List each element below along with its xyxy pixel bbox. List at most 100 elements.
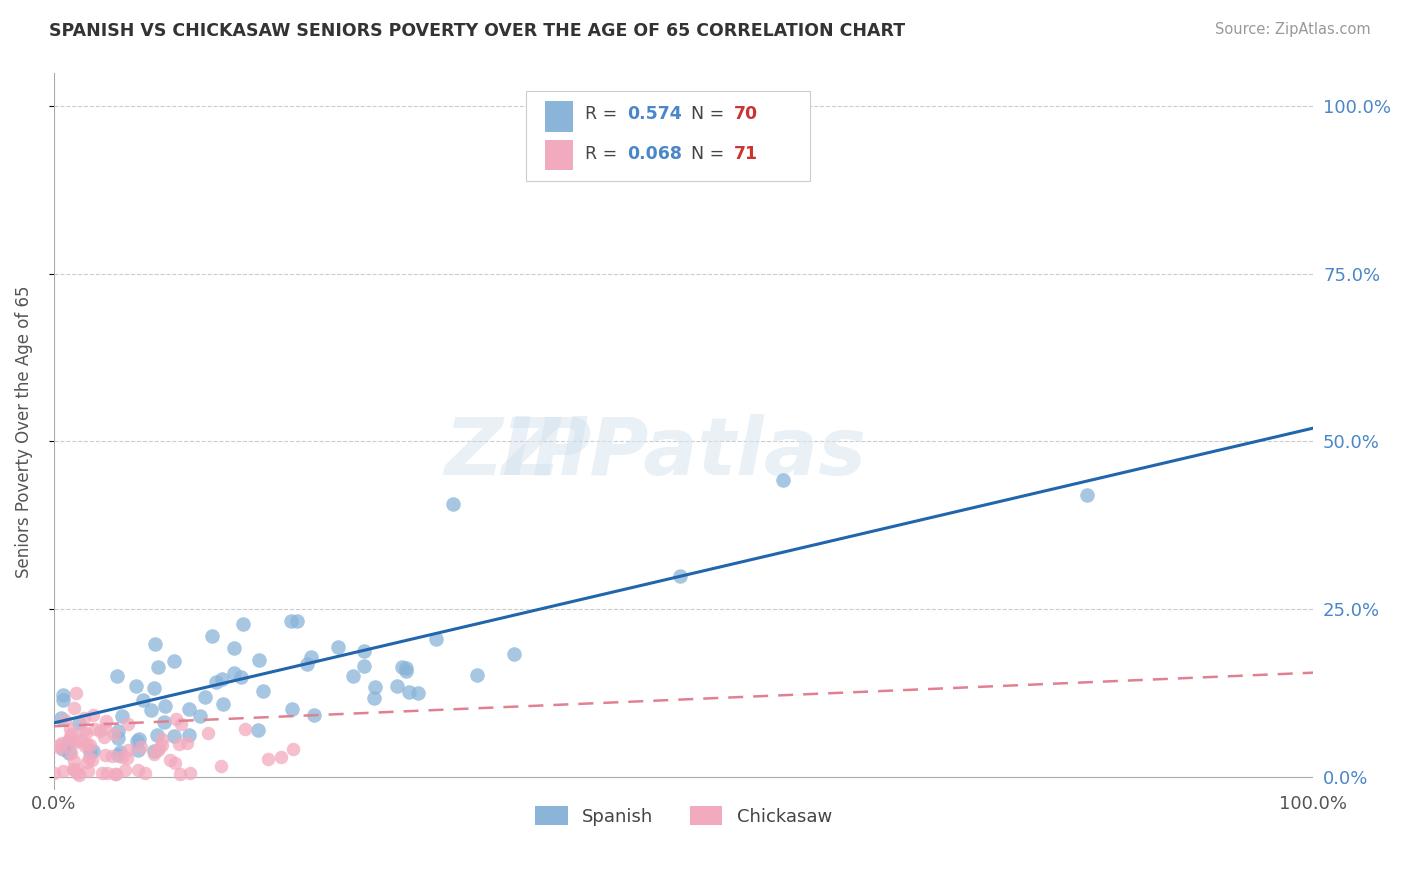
Point [75,726,97,740]
Point [44,766,66,780]
Point [233,723,256,737]
Point [353,659,375,673]
Point [280,614,302,628]
Point [49,741,72,756]
Point [65,735,87,749]
Point [89,723,111,738]
Point [52,742,75,756]
Point [391,660,413,674]
Point [441,497,464,511]
Text: SPANISH VS CHICKASAW SENIORS POVERTY OVER THE AGE OF 65 CORRELATION CHART: SPANISH VS CHICKASAW SENIORS POVERTY OVE… [49,22,905,40]
Point [170,717,193,731]
Point [76,737,98,751]
Point [249,653,271,667]
Point [297,657,319,671]
Point [82,707,104,722]
Point [281,702,304,716]
Point [115,751,138,765]
Point [326,640,349,654]
Point [108,745,131,759]
FancyBboxPatch shape [526,91,810,180]
Point [229,670,252,684]
FancyBboxPatch shape [546,102,572,132]
Point [232,617,254,632]
Point [93,721,115,735]
Point [52,688,75,702]
Point [77,764,100,778]
Point [77,751,100,765]
Text: ZIP: ZIP [444,414,591,492]
Point [127,763,149,777]
Point [49,711,72,725]
Point [179,702,201,716]
Point [1076,488,1098,502]
Point [132,693,155,707]
Point [79,745,101,759]
Point [60,746,83,760]
Point [63,754,86,768]
Point [67,767,90,781]
Point [143,744,166,758]
Point [60,727,83,741]
Point [163,756,186,770]
Point [83,722,105,736]
Point [62,763,84,777]
Point [188,708,211,723]
Point [125,733,148,747]
Point [287,614,309,628]
Point [252,684,274,698]
Point [117,743,139,757]
Point [247,723,270,738]
Point [143,681,166,696]
Point [105,767,128,781]
Point [669,568,692,582]
Point [96,765,118,780]
Point [395,664,418,678]
Point [270,750,292,764]
Point [153,698,176,713]
Point [204,674,226,689]
Text: N =: N = [679,105,730,123]
Text: 70: 70 [734,105,758,123]
Point [94,747,117,762]
Point [177,728,200,742]
Point [142,747,165,761]
Point [353,644,375,658]
Point [179,766,201,780]
FancyBboxPatch shape [546,140,572,170]
Point [75,739,97,753]
Y-axis label: Seniors Poverty Over the Age of 65: Seniors Poverty Over the Age of 65 [15,285,32,578]
Point [363,680,385,694]
Point [107,724,129,739]
Text: ZIPatlas: ZIPatlas [501,414,866,492]
Point [398,685,420,699]
Point [201,629,224,643]
Point [114,764,136,778]
Point [146,660,169,674]
Text: 0.574: 0.574 [627,105,682,123]
Point [117,717,139,731]
Point [342,669,364,683]
Point [165,712,187,726]
Point [103,727,125,741]
Point [111,709,134,723]
Point [222,666,245,681]
Point [127,743,149,757]
Point [93,730,115,744]
Point [502,648,524,662]
Point [301,649,323,664]
Text: Source: ZipAtlas.com: Source: ZipAtlas.com [1215,22,1371,37]
Point [211,672,233,686]
Point [90,766,112,780]
Point [67,716,90,731]
Point [148,743,170,757]
Point [66,766,89,780]
Point [53,714,76,728]
Point [63,701,86,715]
Point [148,740,170,755]
Point [363,691,385,706]
Point [65,686,87,700]
Point [52,692,75,706]
Point [128,731,150,746]
Point [72,725,94,739]
